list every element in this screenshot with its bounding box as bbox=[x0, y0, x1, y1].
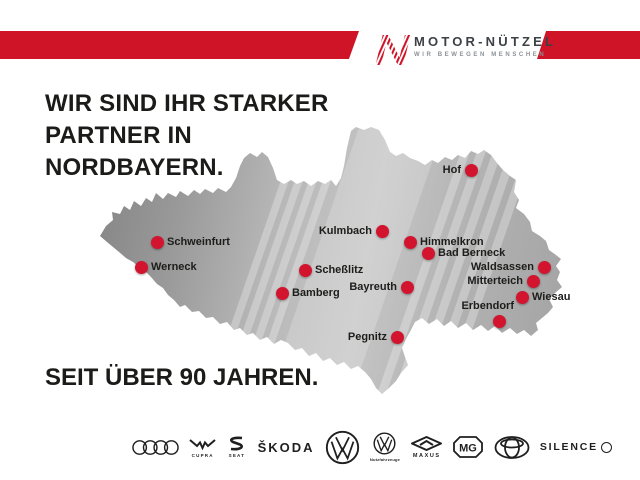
anniversary-claim: SEIT ÜBER 90 JAHREN. bbox=[45, 364, 319, 391]
brand-toyota bbox=[494, 435, 530, 459]
motor-nuetzel-n-icon bbox=[375, 34, 411, 66]
header-red-bar-left bbox=[0, 31, 359, 59]
city-label-wiesau: Wiesau bbox=[532, 291, 571, 303]
city-marker-bamberg bbox=[275, 286, 289, 300]
brand-audi bbox=[132, 439, 179, 456]
city-label-schweinfurt: Schweinfurt bbox=[167, 236, 230, 248]
city-marker-bayreuth bbox=[400, 280, 414, 294]
city-label-himmelkron: Himmelkron bbox=[420, 236, 484, 248]
vw-nutzfahrzeuge-label: Nutzfahrzeuge bbox=[369, 457, 401, 462]
city-marker-wiesau bbox=[515, 290, 529, 304]
seat-label: SEAT bbox=[228, 453, 246, 458]
cupra-label: CUPRA bbox=[191, 453, 214, 458]
city-label-werneck: Werneck bbox=[151, 261, 197, 273]
brand-wordmark: MOTOR-NÜTZEL WIR BEWEGEN MENSCHEN bbox=[414, 35, 556, 58]
city-marker-kulmbach bbox=[375, 224, 389, 238]
city-label-bad-berneck: Bad Berneck bbox=[438, 247, 506, 259]
headline-line-3: NORDBAYERN. bbox=[45, 154, 224, 181]
silence-wordmark: SILENCE bbox=[539, 441, 598, 453]
city-marker-sche-litz bbox=[298, 263, 312, 277]
headline-line-2: PARTNER IN bbox=[45, 122, 192, 149]
city-label-sche-litz: Scheßlitz bbox=[315, 264, 364, 276]
city-label-mitterteich: Mitterteich bbox=[467, 275, 523, 287]
maxus-icon bbox=[411, 435, 443, 451]
brand-seat: SEAT bbox=[226, 436, 247, 458]
city-label-hof: Hof bbox=[442, 164, 461, 176]
city-marker-pegnitz bbox=[390, 330, 404, 344]
city-marker-waldsassen bbox=[537, 260, 551, 274]
seat-icon bbox=[230, 436, 244, 451]
brand-mg: MG bbox=[453, 436, 484, 458]
cupra-icon bbox=[189, 439, 216, 451]
city-marker-himmelkron bbox=[403, 235, 417, 249]
city-label-pegnitz: Pegnitz bbox=[347, 331, 387, 343]
city-label-bamberg: Bamberg bbox=[292, 287, 340, 299]
city-marker-bad-berneck bbox=[421, 246, 435, 260]
city-label-bayreuth: Bayreuth bbox=[349, 281, 397, 293]
headline: WIR SIND IHR STARKER PARTNER IN NORDBAYE… bbox=[45, 88, 329, 184]
city-marker-erbendorf bbox=[492, 314, 506, 328]
brand-tagline: WIR BEWEGEN MENSCHEN bbox=[414, 52, 547, 58]
mg-badge-icon: MG bbox=[453, 436, 484, 458]
brand-cupra: CUPRA bbox=[189, 436, 216, 458]
brand-logo-row: CUPRA SEAT ŠKODA Nutzfahrzeuge bbox=[132, 424, 612, 470]
silence-o-icon bbox=[600, 441, 612, 453]
header-red-bar-right bbox=[537, 31, 640, 59]
brand-vw bbox=[325, 430, 360, 465]
brand-silence: SILENCE bbox=[540, 441, 612, 453]
brand-maxus: MAXUS bbox=[410, 435, 443, 459]
audi-rings-icon bbox=[132, 439, 179, 455]
brand-skoda: ŠKODA bbox=[258, 440, 315, 455]
city-marker-mitterteich bbox=[526, 274, 540, 288]
brand-vw-nutzfahrzeuge: Nutzfahrzeuge bbox=[370, 432, 400, 462]
headline-line-1: WIR SIND IHR STARKER bbox=[45, 90, 329, 117]
vw-nutzfahrzeuge-icon bbox=[373, 432, 396, 455]
mg-letters: MG bbox=[460, 443, 478, 455]
city-label-erbendorf: Erbendorf bbox=[461, 300, 514, 312]
maxus-label: MAXUS bbox=[412, 452, 441, 459]
toyota-icon bbox=[494, 435, 530, 459]
city-label-kulmbach: Kulmbach bbox=[318, 225, 372, 237]
skoda-wordmark: ŠKODA bbox=[257, 439, 315, 455]
vw-icon bbox=[325, 430, 359, 464]
city-marker-werneck bbox=[134, 260, 148, 274]
brand-name: MOTOR-NÜTZEL bbox=[414, 34, 557, 49]
city-label-waldsassen: Waldsassen bbox=[470, 261, 534, 273]
city-marker-hof bbox=[464, 163, 478, 177]
city-marker-schweinfurt bbox=[150, 235, 164, 249]
region-silhouette bbox=[100, 127, 562, 394]
